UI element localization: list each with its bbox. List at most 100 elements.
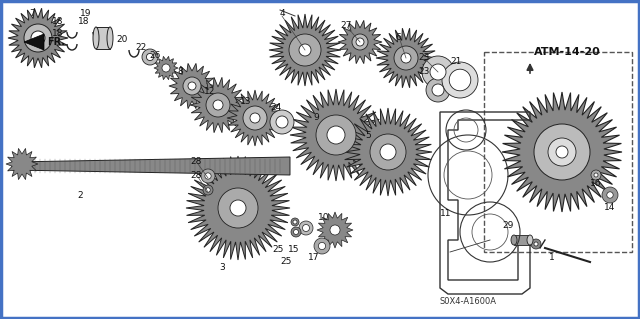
Circle shape xyxy=(356,38,364,46)
Circle shape xyxy=(380,144,396,160)
Circle shape xyxy=(330,225,340,235)
Circle shape xyxy=(594,173,598,177)
Polygon shape xyxy=(269,14,341,86)
Text: 11: 11 xyxy=(440,210,452,219)
Text: 16: 16 xyxy=(590,179,602,188)
Bar xyxy=(514,235,530,245)
Circle shape xyxy=(352,34,368,50)
Circle shape xyxy=(449,69,471,91)
Circle shape xyxy=(432,84,444,96)
Circle shape xyxy=(183,77,201,95)
Circle shape xyxy=(206,93,230,117)
Text: 22: 22 xyxy=(136,43,147,53)
Circle shape xyxy=(607,192,613,198)
Text: 8: 8 xyxy=(177,68,183,77)
Text: 19: 19 xyxy=(80,10,92,19)
Text: 26: 26 xyxy=(149,50,161,60)
Circle shape xyxy=(270,110,294,134)
Polygon shape xyxy=(317,212,353,248)
Circle shape xyxy=(31,31,45,45)
Polygon shape xyxy=(186,156,290,260)
Text: 24: 24 xyxy=(270,103,282,113)
Text: 9: 9 xyxy=(313,114,319,122)
Circle shape xyxy=(213,100,223,110)
Circle shape xyxy=(291,227,301,237)
Text: 28: 28 xyxy=(190,170,202,180)
Text: 28: 28 xyxy=(190,158,202,167)
Circle shape xyxy=(294,229,298,234)
Ellipse shape xyxy=(93,27,99,49)
Polygon shape xyxy=(24,34,44,50)
Text: 18: 18 xyxy=(52,18,64,26)
Polygon shape xyxy=(190,77,246,133)
Circle shape xyxy=(276,116,288,128)
Circle shape xyxy=(556,146,568,158)
Circle shape xyxy=(401,53,411,63)
Circle shape xyxy=(531,239,541,249)
Text: 1: 1 xyxy=(549,254,555,263)
Circle shape xyxy=(205,173,211,179)
Text: 6: 6 xyxy=(395,33,401,42)
Polygon shape xyxy=(227,90,283,146)
Polygon shape xyxy=(502,92,622,212)
Circle shape xyxy=(250,113,260,123)
Circle shape xyxy=(203,185,213,195)
Text: 25: 25 xyxy=(272,246,284,255)
Circle shape xyxy=(205,188,211,192)
Circle shape xyxy=(319,242,326,249)
Circle shape xyxy=(293,220,297,224)
Circle shape xyxy=(299,44,311,56)
Circle shape xyxy=(442,62,478,98)
Circle shape xyxy=(142,49,158,65)
Text: 25: 25 xyxy=(280,257,292,266)
Ellipse shape xyxy=(527,235,533,245)
Text: 10: 10 xyxy=(318,213,330,222)
Text: 3: 3 xyxy=(219,263,225,272)
Circle shape xyxy=(243,106,267,130)
Circle shape xyxy=(602,187,618,203)
Text: 12: 12 xyxy=(204,87,216,97)
Circle shape xyxy=(316,115,356,155)
Circle shape xyxy=(188,82,196,90)
Polygon shape xyxy=(154,56,178,80)
Polygon shape xyxy=(12,157,290,175)
Circle shape xyxy=(426,78,450,102)
Circle shape xyxy=(147,53,154,61)
Text: 17: 17 xyxy=(308,254,320,263)
Circle shape xyxy=(534,124,590,180)
Bar xyxy=(484,52,632,252)
Polygon shape xyxy=(290,89,382,181)
Polygon shape xyxy=(344,108,432,196)
Circle shape xyxy=(370,134,406,170)
Ellipse shape xyxy=(107,27,113,49)
Circle shape xyxy=(422,56,454,88)
Text: 15: 15 xyxy=(288,246,300,255)
Text: 27: 27 xyxy=(340,21,352,31)
Circle shape xyxy=(162,64,170,72)
Polygon shape xyxy=(8,8,68,68)
Text: 18: 18 xyxy=(52,29,64,39)
Text: 23: 23 xyxy=(419,54,429,63)
Circle shape xyxy=(289,34,321,66)
Polygon shape xyxy=(169,63,215,109)
Text: 18: 18 xyxy=(78,18,90,26)
Text: 29: 29 xyxy=(502,221,514,231)
Circle shape xyxy=(291,218,299,226)
Circle shape xyxy=(24,24,52,52)
Text: 4: 4 xyxy=(279,10,285,19)
Circle shape xyxy=(394,46,418,70)
Circle shape xyxy=(548,138,576,166)
Bar xyxy=(96,27,110,49)
Text: 7: 7 xyxy=(29,10,35,19)
Circle shape xyxy=(327,126,345,144)
Text: ATM-14-20: ATM-14-20 xyxy=(534,47,600,57)
Text: 5: 5 xyxy=(365,131,371,140)
Circle shape xyxy=(591,170,601,180)
Circle shape xyxy=(230,200,246,216)
Text: FR.: FR. xyxy=(47,37,65,47)
Text: 23: 23 xyxy=(419,68,429,77)
Text: 14: 14 xyxy=(604,203,616,212)
Text: S0X4-A1600A: S0X4-A1600A xyxy=(440,298,497,307)
Circle shape xyxy=(534,242,538,246)
Text: 2: 2 xyxy=(77,191,83,201)
